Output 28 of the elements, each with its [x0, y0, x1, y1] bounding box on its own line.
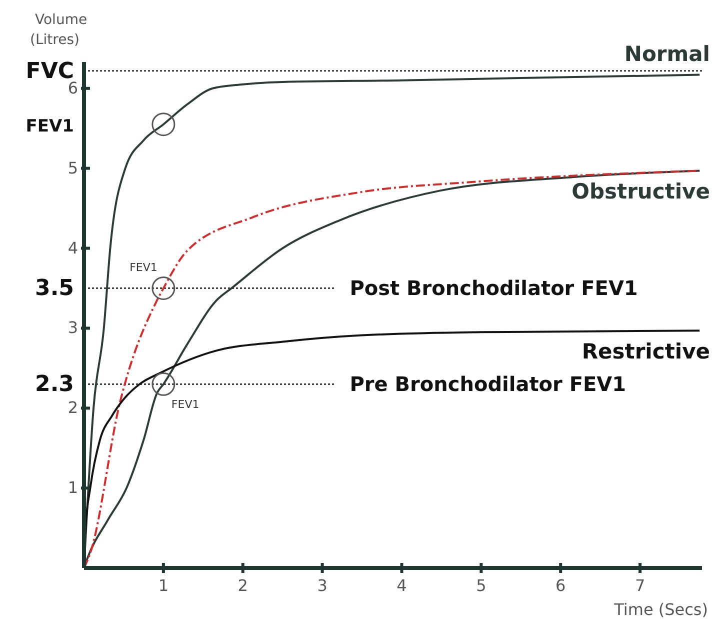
annotation: FEV1 [171, 398, 200, 412]
series-label: Obstructive [572, 180, 710, 204]
x-tick-label: 7 [634, 576, 646, 595]
y-tick-label: 3.5 [35, 276, 74, 302]
y-tick-label: 6 [68, 78, 78, 98]
point [152, 276, 176, 300]
y-tick-label: 2 [68, 398, 78, 418]
point [152, 112, 176, 136]
x-tick-label: 2 [238, 576, 248, 595]
ref-line-label: Post Bronchodilator FEV1 [350, 276, 638, 300]
x-tick-label: 1 [158, 576, 169, 595]
y-axis-title: Volume (Litres) [30, 12, 88, 48]
x-tick-label: 3 [317, 576, 328, 595]
y-tick-label: FEV1 [26, 116, 74, 136]
y-tick-label: 4 [68, 238, 78, 258]
y-tick-label: 1 [68, 478, 78, 498]
annotation: FEV1 [130, 261, 158, 274]
point [152, 372, 176, 396]
x-tick-label: 4 [396, 576, 407, 595]
y-tick-label: 5 [68, 158, 78, 178]
x-tick-label: 6 [556, 576, 566, 595]
x-tick-label: 5 [476, 576, 486, 595]
y-tick-label: 2.3 [35, 372, 74, 398]
y-tick-label: 3 [68, 318, 78, 338]
ref-line-label: Pre Bronchodilator FEV1 [350, 372, 626, 396]
series-label: Restrictive [582, 340, 710, 364]
series-label: Normal [624, 42, 710, 66]
x-axis-title: Time (Secs) [613, 600, 708, 619]
